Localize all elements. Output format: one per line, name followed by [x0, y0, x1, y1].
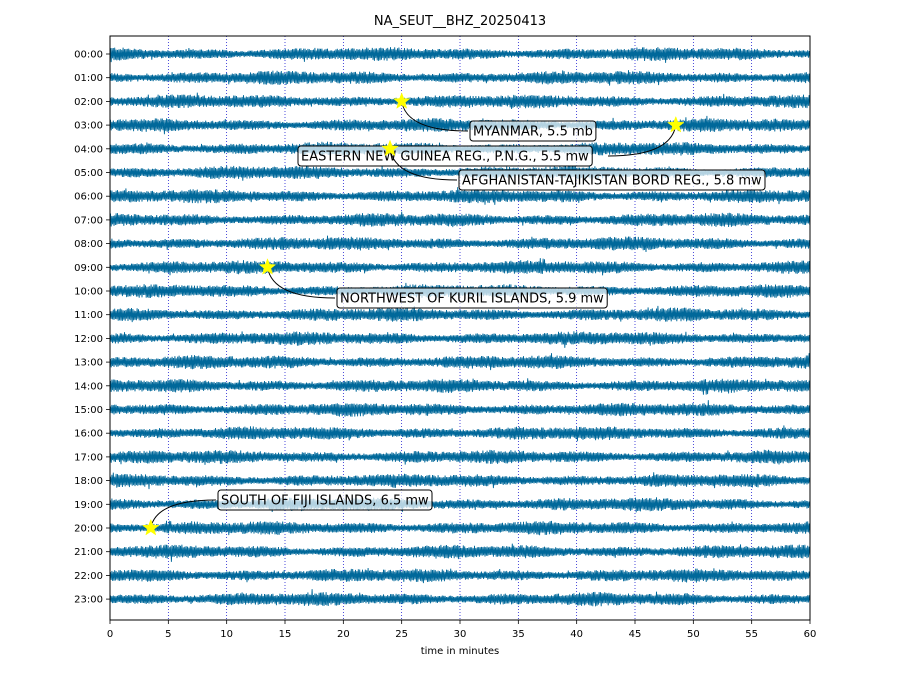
x-tick-label: 40: [570, 629, 583, 640]
y-tick-label: 06:00: [74, 192, 103, 203]
y-tick-label: 19:00: [74, 500, 103, 511]
y-tick-label: 11:00: [74, 310, 103, 321]
seismic-trace: [110, 449, 811, 465]
x-axis-label: time in minutes: [421, 646, 500, 657]
x-tick-label: 55: [745, 629, 758, 640]
y-tick-label: 23:00: [74, 595, 103, 606]
y-tick-label: 13:00: [74, 358, 103, 369]
y-tick-label: 05:00: [74, 168, 103, 179]
seismic-trace: [110, 47, 811, 63]
y-tick-label: 09:00: [74, 263, 103, 274]
annotation-connector: [150, 499, 217, 529]
seismic-trace: [110, 353, 811, 371]
y-tick-label: 15:00: [74, 405, 103, 416]
seismic-trace: [110, 472, 811, 490]
y-tick-label: 04:00: [74, 144, 103, 155]
event-label-box: [217, 489, 433, 511]
annotation-connector: [389, 148, 458, 181]
y-tick-label: 12:00: [74, 334, 103, 345]
event-label-box: [458, 169, 766, 191]
event-star-marker: [142, 518, 160, 536]
x-tick-label: 45: [629, 629, 642, 640]
event-label: NORTHWEST OF KURIL ISLANDS, 5.9 mw: [340, 292, 604, 307]
plot-area: [110, 36, 811, 620]
event-label: SOUTH OF FIJI ISLANDS, 6.5 mw: [221, 494, 429, 509]
y-tick-label: 20:00: [74, 524, 103, 535]
seismic-trace: [110, 211, 811, 228]
y-tick-label: 00:00: [74, 50, 103, 61]
seismic-trace: [110, 331, 811, 348]
event-label: MYANMAR, 5.5 mb: [473, 125, 593, 140]
x-tick-label: 0: [107, 629, 113, 640]
x-tick-label: 20: [337, 629, 350, 640]
seismic-trace: [110, 305, 811, 323]
seismic-trace: [110, 543, 811, 562]
event-label-box: [297, 145, 593, 167]
seismic-trace: [110, 520, 811, 536]
y-tick-label: 02:00: [74, 97, 103, 108]
event-star-marker: [381, 139, 399, 157]
y-tick-label: 14:00: [74, 381, 103, 392]
x-tick-label: 30: [454, 629, 467, 640]
event-star-marker: [258, 258, 277, 275]
annotation-connector: [401, 101, 469, 132]
seismic-trace: [110, 567, 811, 584]
y-tick-label: 10:00: [74, 287, 103, 298]
seismic-trace: [110, 115, 811, 135]
seismic-trace: [110, 589, 811, 607]
y-tick-label: 16:00: [74, 429, 103, 440]
y-tick-label: 22:00: [74, 571, 103, 582]
x-tick-label: 5: [165, 629, 171, 640]
event-annotations: MYANMAR, 5.5 mb EASTERN NEW GUINEA REG., …: [142, 92, 766, 536]
seismic-trace: [110, 258, 811, 276]
y-tick-label: 01:00: [74, 73, 103, 84]
event-label-box: [469, 120, 597, 142]
y-tick-label: 17:00: [74, 452, 103, 463]
event-label: EASTERN NEW GUINEA REG., P.N.G., 5.5 mw: [301, 150, 589, 165]
annotation-connector: [267, 267, 336, 299]
annotation-connector: [607, 125, 677, 157]
y-tick-label: 18:00: [74, 476, 103, 487]
seismic-trace: [110, 92, 811, 110]
seismic-trace: [110, 425, 811, 442]
seismic-trace: [110, 378, 811, 395]
seismic-trace: [110, 400, 811, 417]
x-tick-label: 25: [395, 629, 408, 640]
seismic-trace: [110, 70, 811, 86]
x-tick-label: 10: [220, 629, 233, 640]
event-label: AFGHANISTAN-TAJIKISTAN BORD REG., 5.8 mw: [462, 174, 762, 189]
event-star-marker: [392, 92, 411, 109]
y-tick-label: 03:00: [74, 121, 103, 132]
event-label-box: [336, 287, 608, 309]
y-tick-label: 07:00: [74, 215, 103, 226]
event-star-marker: [667, 115, 685, 133]
x-tick-label: 50: [687, 629, 700, 640]
seismic-trace: [110, 187, 811, 205]
y-tick-label: 21:00: [74, 547, 103, 558]
x-tick-label: 35: [512, 629, 525, 640]
x-tick-label: 15: [279, 629, 292, 640]
chart-title: NA_SEUT__BHZ_20250413: [374, 14, 546, 29]
x-tick-label: 60: [804, 629, 817, 640]
seismic-trace: [110, 235, 811, 253]
y-tick-label: 08:00: [74, 239, 103, 250]
axis-ticks: 00:00 01:00 02:00 03:00 04:00 05:00 06:00 07:00…: [74, 50, 816, 641]
